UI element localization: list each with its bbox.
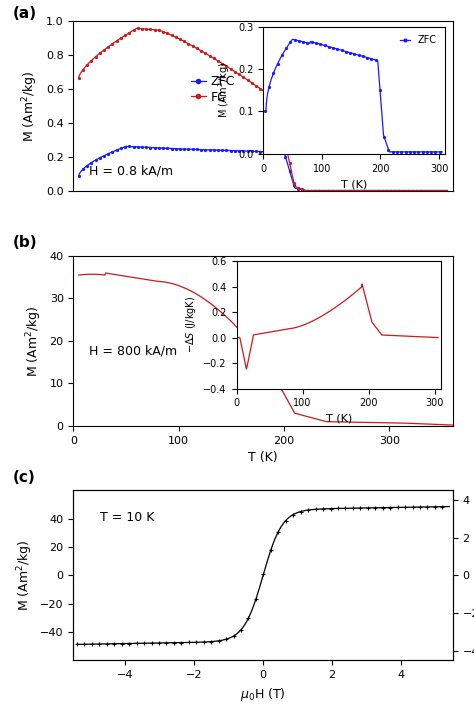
Y-axis label: M (Am$^2$/kg): M (Am$^2$/kg) — [25, 305, 44, 377]
Text: (b): (b) — [13, 236, 37, 251]
Text: (a): (a) — [13, 6, 37, 21]
Text: H = 800 kA/m: H = 800 kA/m — [89, 345, 177, 358]
Text: H = 0.8 kA/m: H = 0.8 kA/m — [89, 164, 173, 177]
X-axis label: T (K): T (K) — [248, 451, 278, 464]
Text: T = 10 K: T = 10 K — [100, 511, 155, 524]
Text: (c): (c) — [13, 470, 36, 485]
X-axis label: $\mu_0$H (T): $\mu_0$H (T) — [240, 685, 286, 703]
Legend: ZFC, FC: ZFC, FC — [186, 70, 240, 109]
Y-axis label: M (Am$^2$/kg): M (Am$^2$/kg) — [15, 540, 35, 611]
Y-axis label: M (Am$^2$/kg): M (Am$^2$/kg) — [21, 71, 40, 142]
